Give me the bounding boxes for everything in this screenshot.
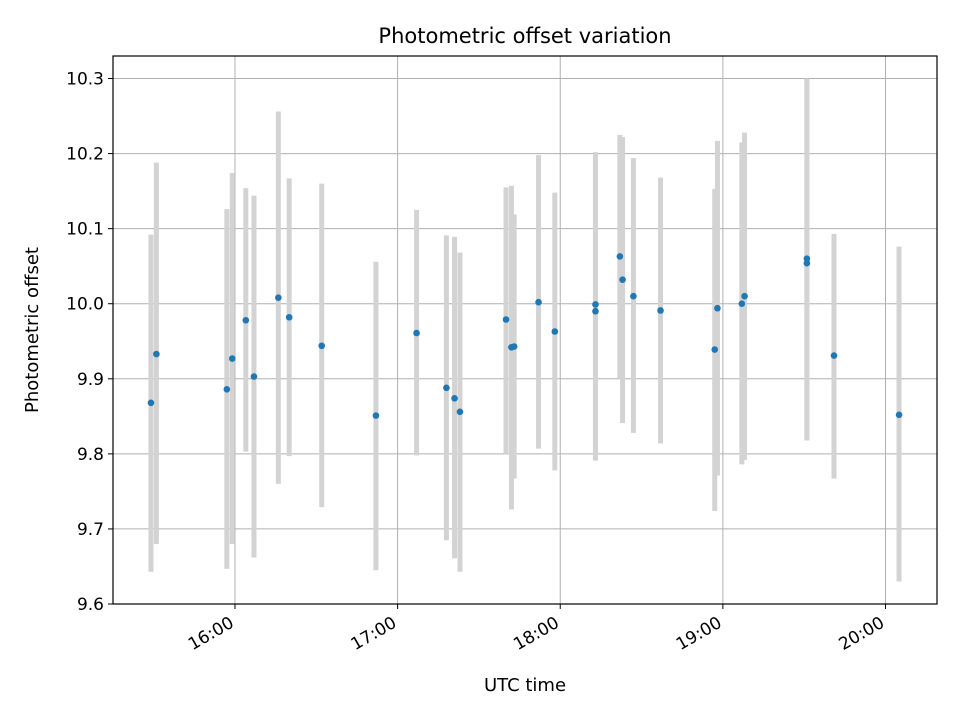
x-tick-label: 18:00 [510,613,562,655]
data-point [803,255,811,262]
x-tick-label: 16:00 [185,613,237,655]
data-points [147,253,903,419]
data-point [592,301,599,308]
data-point [223,386,231,393]
y-tick-label: 9.9 [77,370,104,390]
y-tick-label: 10.1 [66,220,104,240]
data-point [619,276,626,284]
x-tick-label: 19:00 [673,613,725,655]
data-point [147,399,155,407]
data-point [738,300,746,308]
data-point [228,355,236,362]
data-point [657,307,664,314]
data-point [413,329,420,337]
data-point [372,412,380,419]
x-axis-label: UTC time [484,675,566,696]
y-tick-label: 10.0 [66,295,104,315]
y-tick-label: 9.6 [77,595,104,615]
data-point [630,292,637,300]
data-point [895,411,903,419]
y-axis-label: Photometric offset [22,247,43,413]
data-point [443,384,450,392]
data-point [741,292,748,300]
x-axis-ticks: 16:00 17:00 18:00 19:00 20:00 [185,604,888,655]
data-point [830,352,838,359]
data-point [714,304,721,312]
data-point [535,298,542,306]
data-point [502,316,510,323]
data-point [711,346,719,353]
data-point [153,350,160,358]
y-tick-label: 9.7 [77,520,104,540]
x-tick-label: 17:00 [348,613,400,655]
x-tick-label: 20:00 [836,613,888,655]
data-point [250,373,258,380]
chart-title: Photometric offset variation [378,24,671,48]
data-point [242,316,250,324]
grid-lines [113,56,937,605]
data-point [616,253,624,260]
data-point [318,342,326,350]
data-point [451,395,458,402]
y-axis-ticks: 9.6 9.7 9.8 9.9 10.0 10.1 10.2 10.3 [66,70,113,615]
data-point [285,313,293,321]
data-point [456,408,464,416]
y-tick-label: 10.2 [66,145,104,165]
data-point [551,328,559,335]
plot-area-frame [112,55,938,605]
data-point [510,343,518,350]
data-point [592,307,599,315]
y-tick-label: 10.3 [66,70,104,90]
y-tick-label: 9.8 [77,445,104,465]
data-point [275,294,282,302]
